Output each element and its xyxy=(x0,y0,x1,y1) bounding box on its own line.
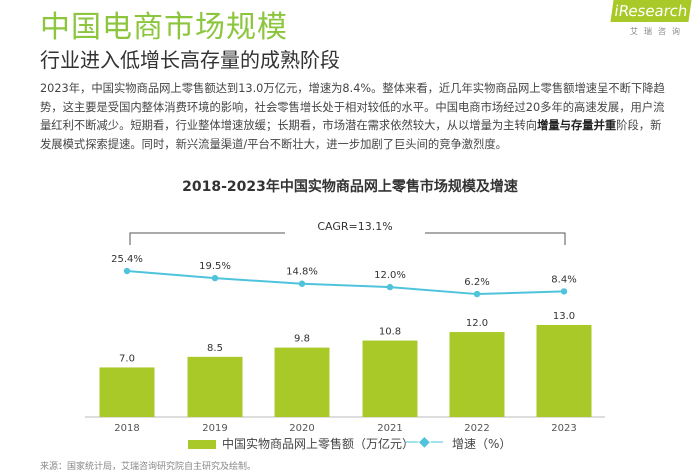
source-note: 来源：国家统计局，艾瑞咨询研究院自主研究及绘制。 xyxy=(40,462,257,472)
bar-2023 xyxy=(536,324,592,417)
bar-label: 10.8 xyxy=(379,327,401,338)
legend-bar-swatch xyxy=(188,440,216,449)
x-tick-label: 2021 xyxy=(377,423,402,434)
x-tick-label: 2023 xyxy=(551,423,576,434)
bar-label: 8.5 xyxy=(207,343,223,354)
growth-point xyxy=(560,288,568,295)
bar-2019 xyxy=(187,356,243,417)
growth-point xyxy=(298,280,306,287)
growth-point xyxy=(211,274,219,282)
bar-2022 xyxy=(449,332,505,417)
para-part2: 阶段，新发展模式探索提速。同时，新兴流量渠道/平台不断壮大，进一步加剧了巨头间的… xyxy=(40,119,662,151)
chart-title: 2018-2023年中国实物商品网上零售市场规模及增速 xyxy=(182,179,518,195)
growth-label: 12.0% xyxy=(374,270,406,281)
x-tick-label: 2022 xyxy=(464,423,489,434)
x-tick-label: 2020 xyxy=(289,423,314,434)
page-title: 中国电商市场规模 xyxy=(40,10,288,45)
growth-label: 14.8% xyxy=(286,267,318,278)
bar-label: 12.0 xyxy=(466,318,488,329)
logo-subtitle: 艾瑞咨询 xyxy=(630,27,686,36)
growth-label: 25.4% xyxy=(111,254,143,265)
bar-label: 9.8 xyxy=(294,334,310,345)
growth-label: 19.5% xyxy=(199,261,231,272)
page-subtitle: 行业进入低增长高存量的成熟阶段 xyxy=(40,48,340,72)
bar-label: 7.0 xyxy=(119,353,135,364)
para-part1: 2023年，中国实物商品网上零售额达到13.0万亿元，增速为8.4%。整体来看，… xyxy=(40,82,665,132)
bar-2021 xyxy=(362,340,418,417)
x-tick-label: 2018 xyxy=(114,423,139,434)
growth-point xyxy=(386,283,394,291)
legend-line-label: 增速（%） xyxy=(452,437,512,451)
cagr-bracket: CAGR=13.1% xyxy=(129,220,566,245)
cagr-label: CAGR=13.1% xyxy=(317,220,392,233)
growth-point xyxy=(473,290,481,298)
growth-label: 6.2% xyxy=(464,277,489,288)
bar-2018 xyxy=(99,367,155,417)
bar-2020 xyxy=(274,347,330,417)
growth-point xyxy=(123,267,131,275)
x-tick-label: 2019 xyxy=(202,423,227,434)
growth-line xyxy=(126,270,565,296)
growth-label: 8.4% xyxy=(551,274,576,285)
bar-label: 13.0 xyxy=(553,311,575,322)
para-bold: 增量与存量并重 xyxy=(537,119,617,132)
legend-line-swatch: —◆— xyxy=(405,434,444,450)
summary-paragraph: 2023年，中国实物商品网上零售额达到13.0万亿元，增速为8.4%。整体来看，… xyxy=(40,80,670,154)
legend-bar-label: 中国实物商品网上零售额（万亿元） xyxy=(222,437,415,451)
